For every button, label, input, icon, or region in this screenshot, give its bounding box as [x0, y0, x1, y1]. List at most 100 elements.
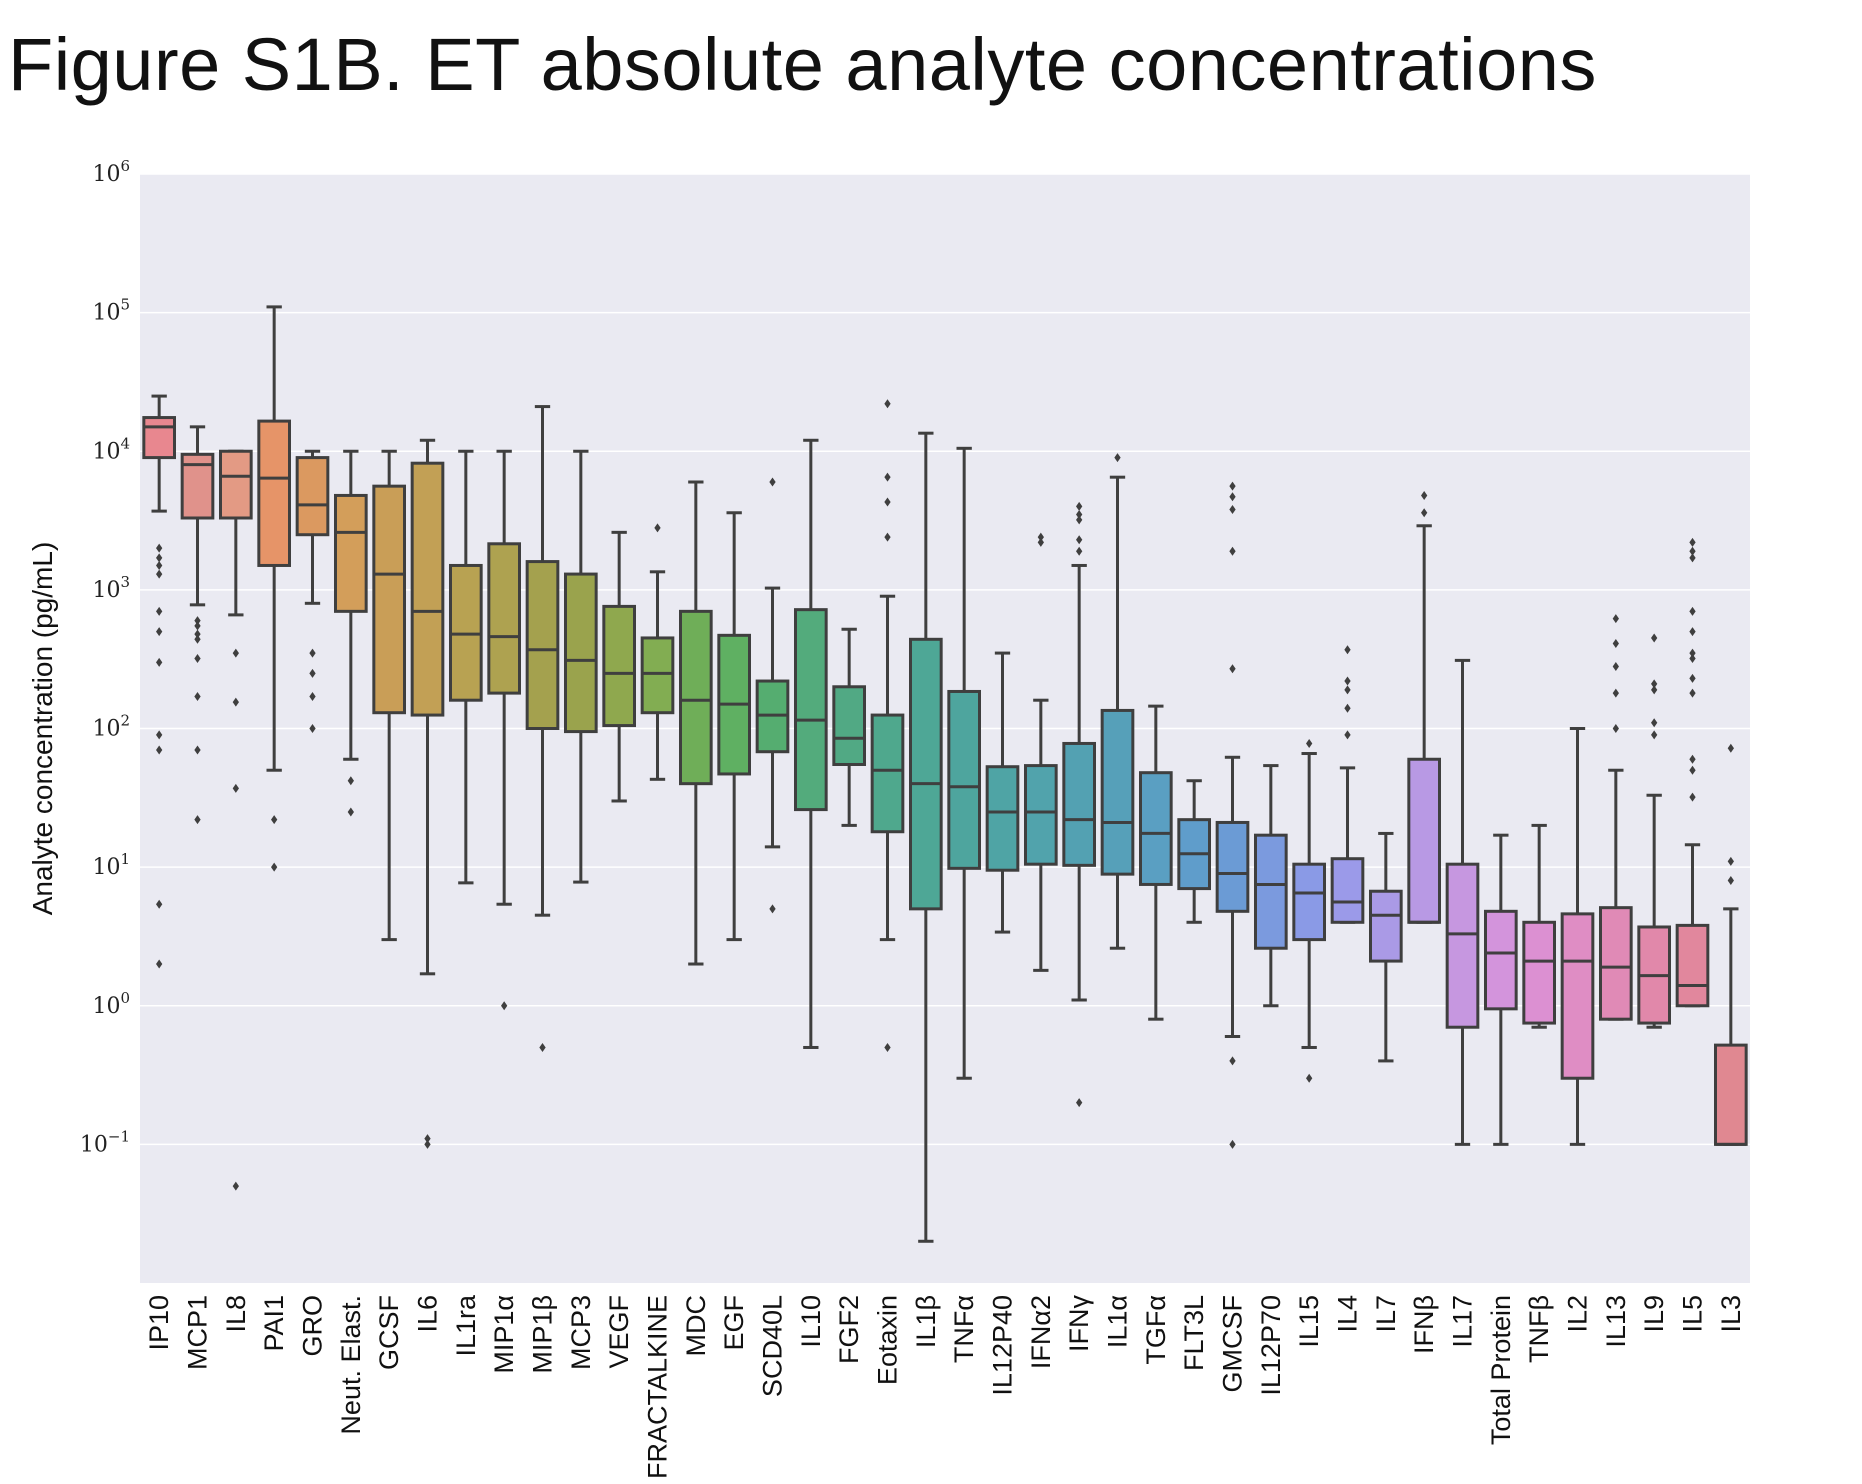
- x-category-label: IL9: [1639, 1295, 1669, 1333]
- iqr-box: [1484, 909, 1518, 1011]
- outlier-point: [1612, 662, 1619, 672]
- x-category-label: TNFα: [949, 1295, 979, 1363]
- iqr-box: [372, 484, 407, 715]
- iqr-box: [142, 416, 176, 460]
- outlier-point: [1076, 501, 1083, 511]
- iqr-box: [1714, 1043, 1748, 1146]
- box-il15: [1292, 738, 1327, 1083]
- y-tick-exponent: 6: [120, 157, 130, 175]
- x-category-label: FRACTALKINE: [643, 1295, 673, 1479]
- box-il3: [1714, 743, 1748, 1146]
- iqr-box: [947, 689, 981, 870]
- iqr-box: [525, 560, 560, 730]
- box-il9: [1637, 633, 1672, 1029]
- box-il5: [1675, 537, 1710, 1008]
- outlier-point: [1076, 535, 1083, 545]
- x-category-label: IL8: [221, 1295, 251, 1333]
- x-category-label: TGFα: [1141, 1295, 1171, 1365]
- iqr-box: [602, 604, 636, 728]
- box-il12p70: [1254, 764, 1288, 1008]
- outlier-point: [309, 648, 316, 658]
- box-il1-: [1100, 453, 1135, 950]
- x-category-label: IL6: [413, 1295, 443, 1333]
- y-tick-base: 10: [92, 855, 120, 880]
- iqr-box: [679, 609, 713, 786]
- x-category-label: IL10: [796, 1295, 826, 1348]
- outlier-point: [271, 862, 278, 872]
- iqr-box: [1100, 708, 1135, 876]
- x-category-label: VEGF: [604, 1295, 634, 1369]
- x-category-label: IFNγ: [1064, 1295, 1094, 1352]
- y-axis-title: Analyte concentration (pg/mL): [27, 542, 58, 916]
- outlier-point: [232, 1181, 239, 1191]
- box-mip1-: [487, 449, 522, 1011]
- outlier-point: [1689, 627, 1696, 637]
- x-category-label: IL1α: [1103, 1295, 1133, 1348]
- outlier-point: [156, 627, 163, 637]
- x-category-label: FGF2: [834, 1295, 864, 1364]
- y-tick-base: 10: [92, 578, 120, 603]
- grid-lines: [140, 173, 1750, 1146]
- outlier-point: [1421, 490, 1428, 500]
- iqr-box: [295, 456, 330, 537]
- x-category-label: MIP1β: [528, 1295, 558, 1374]
- x-category-label: IL4: [1333, 1295, 1363, 1333]
- y-tick-label: 103: [92, 573, 130, 603]
- outlier-point: [1344, 730, 1351, 740]
- box-il10: [794, 438, 828, 1049]
- box-ip10: [142, 394, 176, 969]
- box-series: [142, 305, 1748, 1243]
- outlier-point: [1344, 676, 1351, 686]
- box-il4: [1330, 645, 1365, 924]
- outlier-point: [884, 472, 891, 482]
- outlier-point: [232, 783, 239, 793]
- iqr-box: [640, 636, 675, 715]
- outlier-point: [194, 815, 201, 825]
- iqr-box: [909, 637, 943, 911]
- y-tick-exponent: 5: [120, 296, 130, 314]
- x-category-label: IL12P70: [1256, 1295, 1286, 1396]
- outlier-point: [156, 899, 163, 909]
- x-category-label: SCD40L: [758, 1295, 788, 1397]
- iqr-box: [832, 685, 866, 766]
- iqr-box: [1215, 820, 1250, 913]
- outlier-point: [309, 668, 316, 678]
- outlier-point: [1344, 645, 1351, 655]
- x-category-label: PAI1: [259, 1295, 289, 1352]
- outlier-point: [194, 621, 201, 631]
- outlier-point: [1229, 546, 1236, 556]
- outlier-point: [156, 606, 163, 616]
- outlier-point: [1229, 481, 1236, 491]
- x-category-label: Eotaxin: [873, 1295, 903, 1385]
- outlier-point: [1076, 546, 1083, 556]
- outlier-point: [347, 776, 354, 786]
- iqr-box: [1330, 857, 1365, 924]
- iqr-box: [1254, 833, 1288, 950]
- outlier-point: [1612, 724, 1619, 733]
- outlier-point: [1306, 1073, 1313, 1083]
- x-category-label: MCP3: [566, 1295, 596, 1370]
- x-category-label: IFNα2: [1026, 1295, 1056, 1369]
- iqr-box: [334, 493, 368, 613]
- outlier-point: [1689, 792, 1696, 802]
- outlier-point: [232, 648, 239, 658]
- x-category-label: MIP1α: [489, 1295, 519, 1374]
- iqr-box: [1445, 862, 1480, 1029]
- x-category-label: MCP1: [183, 1295, 213, 1370]
- y-tick-base: 10: [80, 1132, 108, 1157]
- box-fractalkine: [640, 523, 675, 781]
- x-category-label: IFNβ: [1409, 1295, 1439, 1354]
- y-tick-base: 10: [92, 439, 120, 464]
- y-tick-exponent: 1: [120, 850, 130, 868]
- outlier-point: [156, 569, 163, 579]
- outlier-point: [1037, 537, 1044, 547]
- box-neut-elast-: [334, 449, 368, 817]
- outlier-point: [1689, 546, 1696, 556]
- outlier-point: [1229, 505, 1236, 515]
- outlier-point: [156, 543, 163, 553]
- outlier-point: [1076, 509, 1083, 519]
- outlier-point: [884, 497, 891, 507]
- x-category-label: EGF: [719, 1295, 749, 1351]
- outlier-point: [1344, 685, 1351, 695]
- x-category-label: IL13: [1601, 1295, 1631, 1348]
